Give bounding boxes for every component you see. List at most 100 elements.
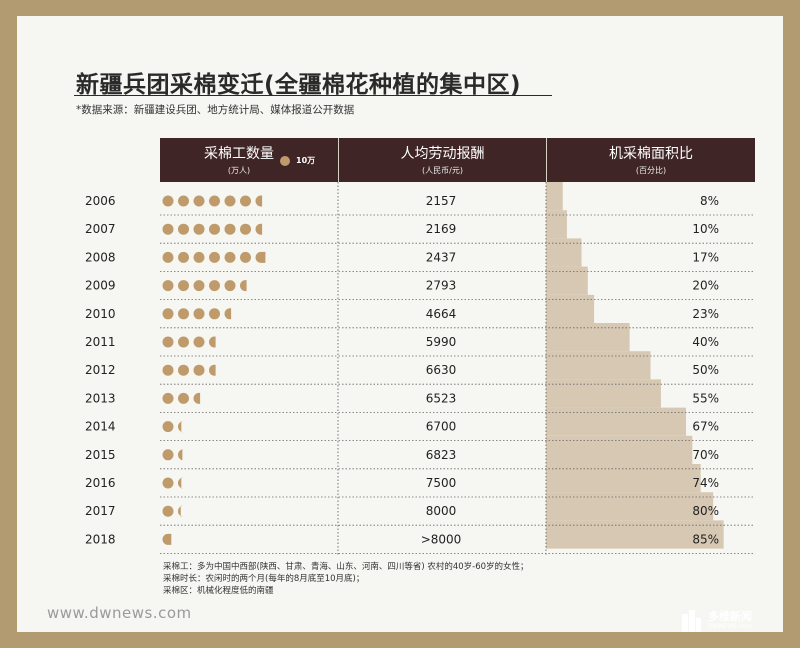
worker-dot bbox=[209, 280, 220, 292]
worker-dot bbox=[162, 308, 174, 320]
mechanized-value: 8% bbox=[700, 194, 719, 208]
worker-dot bbox=[224, 280, 236, 292]
pay-value: 5990 bbox=[426, 335, 457, 349]
header-pay: 人均劳动报酬 (人民币/元) bbox=[339, 138, 546, 182]
worker-dot bbox=[193, 195, 205, 207]
pay-value: 8000 bbox=[426, 504, 457, 518]
worker-dot bbox=[162, 223, 174, 235]
mechanized-value: 40% bbox=[692, 335, 719, 349]
worker-dot bbox=[178, 251, 189, 263]
mechanized-bar bbox=[546, 294, 595, 323]
mechanized-value: 67% bbox=[692, 420, 719, 434]
worker-dot bbox=[193, 364, 205, 376]
year-label: 2018 bbox=[85, 532, 116, 546]
site-url[interactable]: www.dwnews.com bbox=[47, 604, 192, 622]
worker-dot-partial bbox=[255, 251, 266, 263]
worker-dot bbox=[193, 308, 205, 320]
footnotes: 采棉工：多为中国中西部(陕西、甘肃、青海、山东、河南、四川等省) 农村的40岁-… bbox=[163, 561, 529, 597]
pay-value: 4664 bbox=[426, 307, 457, 321]
mechanized-value: 50% bbox=[692, 363, 719, 377]
header-mechanized-label: 机采棉面积比 bbox=[609, 146, 693, 162]
worker-dot bbox=[193, 223, 205, 235]
mechanized-bar bbox=[546, 435, 693, 464]
year-label: 2007 bbox=[85, 222, 116, 236]
worker-dot bbox=[209, 251, 220, 263]
worker-dot bbox=[162, 251, 174, 263]
footnote-line: 采棉工：多为中国中西部(陕西、甘肃、青海、山东、河南、四川等省) 农村的40岁-… bbox=[163, 562, 529, 572]
mechanized-bar bbox=[546, 182, 563, 211]
header-workers-unit: (万人) bbox=[227, 166, 251, 175]
year-label: 2010 bbox=[85, 307, 116, 321]
table-chart: 2006 2157 8% 2007 2169 10% 2008 2437 17% 2009 2793… bbox=[85, 182, 755, 556]
worker-dot bbox=[224, 223, 236, 235]
worker-dot bbox=[162, 364, 174, 376]
legend-label: 10万 bbox=[296, 156, 316, 165]
worker-dot-partial bbox=[255, 195, 263, 207]
year-label: 2009 bbox=[85, 279, 116, 293]
page-title: 新疆兵团采棉变迁(全疆棉花种植的集中区) bbox=[76, 72, 522, 98]
mechanized-bar bbox=[546, 351, 651, 380]
pay-value: 6630 bbox=[426, 363, 457, 377]
worker-dot bbox=[193, 336, 205, 348]
worker-dot bbox=[162, 449, 174, 461]
mechanized-bar bbox=[546, 379, 661, 408]
year-label: 2015 bbox=[85, 448, 116, 462]
worker-dot bbox=[209, 195, 220, 207]
header-pay-unit: (人民币/元) bbox=[422, 166, 463, 175]
mechanized-bar bbox=[546, 323, 630, 352]
pay-value: 2157 bbox=[426, 194, 457, 208]
mechanized-value: 74% bbox=[692, 476, 719, 490]
pay-value: 2437 bbox=[426, 250, 457, 264]
worker-dot bbox=[240, 223, 251, 235]
mechanized-value: 10% bbox=[692, 222, 719, 236]
table-header: 采棉工数量 (万人) 10万 人均劳动报酬 (人民币/元) 机采棉面积比 (百分… bbox=[160, 138, 755, 182]
worker-dot bbox=[162, 195, 174, 207]
pay-value: 6823 bbox=[426, 448, 457, 462]
mechanized-bar bbox=[546, 520, 724, 549]
worker-dot-partial bbox=[178, 449, 184, 461]
header-workers-label: 采棉工数量 bbox=[204, 146, 274, 162]
mechanized-value: 20% bbox=[692, 279, 719, 293]
year-label: 2008 bbox=[85, 250, 116, 264]
worker-dot bbox=[209, 223, 220, 235]
title-underline bbox=[74, 95, 552, 96]
mechanized-value: 80% bbox=[692, 504, 719, 518]
worker-dot-partial bbox=[240, 280, 247, 292]
worker-dot bbox=[178, 364, 189, 376]
worker-dot bbox=[162, 477, 174, 489]
year-label: 2016 bbox=[85, 476, 116, 490]
worker-dot bbox=[162, 505, 174, 517]
mechanized-bar bbox=[546, 210, 567, 239]
worker-dot bbox=[178, 223, 189, 235]
header-workers: 采棉工数量 (万人) 10万 bbox=[160, 138, 338, 182]
worker-dot bbox=[178, 336, 189, 348]
worker-dot bbox=[240, 195, 251, 207]
pay-value: 6523 bbox=[426, 391, 457, 405]
year-label: 2017 bbox=[85, 504, 116, 518]
worker-dot bbox=[240, 251, 251, 263]
worker-dot bbox=[162, 336, 174, 348]
header-mechanized-unit: (百分比) bbox=[635, 166, 667, 175]
worker-dot-partial bbox=[224, 308, 232, 320]
worker-dot-partial bbox=[209, 336, 216, 348]
data-source: *数据来源：新疆建设兵团、地方统计局、媒体报道公开数据 bbox=[76, 104, 355, 116]
mechanized-bar bbox=[546, 238, 582, 267]
mechanized-bar bbox=[546, 407, 687, 436]
worker-dot-partial bbox=[178, 505, 184, 517]
worker-dot bbox=[193, 251, 205, 263]
year-label: 2012 bbox=[85, 363, 116, 377]
worker-dot bbox=[178, 392, 189, 404]
year-label: 2011 bbox=[85, 335, 116, 349]
pay-value: 7500 bbox=[426, 476, 457, 490]
header-divider bbox=[338, 138, 339, 182]
footnote-line: 采棉区：机械化程度低的南疆 bbox=[163, 586, 274, 596]
worker-dot bbox=[178, 195, 189, 207]
worker-dot-partial bbox=[162, 533, 172, 545]
worker-dot-partial bbox=[255, 223, 263, 235]
header-pay-label: 人均劳动报酬 bbox=[400, 146, 485, 162]
mechanized-value: 70% bbox=[692, 448, 719, 462]
year-label: 2014 bbox=[85, 420, 116, 434]
worker-dot-partial bbox=[178, 421, 184, 433]
dwnews-logo-icon bbox=[682, 610, 701, 632]
worker-dot bbox=[162, 421, 174, 433]
